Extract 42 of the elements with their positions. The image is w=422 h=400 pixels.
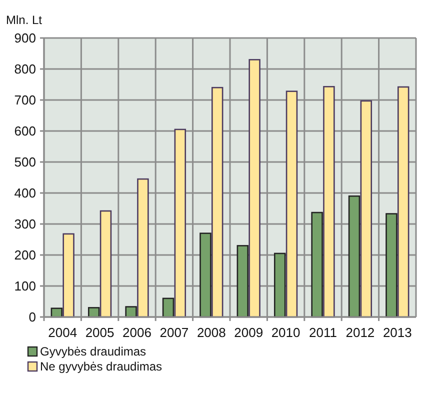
y-axis-title: Mln. Lt xyxy=(6,13,43,27)
bar xyxy=(236,245,249,318)
y-tick-label: 200 xyxy=(14,248,36,263)
y-tick-label: 300 xyxy=(14,216,36,232)
y-tick-label: 900 xyxy=(14,30,36,46)
bar xyxy=(248,59,260,318)
bar xyxy=(100,210,112,318)
x-tick-label: 2010 xyxy=(271,325,300,340)
bar xyxy=(360,100,372,318)
y-tick-label: 500 xyxy=(14,154,36,170)
bar xyxy=(50,308,63,318)
bar xyxy=(311,212,323,318)
bar xyxy=(286,90,298,318)
bar xyxy=(397,86,410,318)
x-tick-label: 2007 xyxy=(160,325,189,340)
x-tick-label: 2012 xyxy=(346,325,375,340)
x-tick-label: 2013 xyxy=(382,325,412,340)
y-tick-label: 0 xyxy=(28,310,36,325)
x-tick-label: 2009 xyxy=(234,325,264,340)
x-tick-label: 2008 xyxy=(196,325,226,340)
bar xyxy=(137,178,149,318)
bar xyxy=(174,128,186,318)
x-tick-label: 2011 xyxy=(309,325,337,340)
y-tick-label: 700 xyxy=(14,92,36,108)
x-tick-label: 2005 xyxy=(85,325,114,340)
legend-label: Ne gyvybės draudimas xyxy=(40,360,162,374)
bar xyxy=(274,252,286,318)
bar xyxy=(200,232,212,318)
y-tick-label: 400 xyxy=(14,186,36,201)
legend-label: Gyvybės draudimas xyxy=(40,344,146,359)
bar xyxy=(348,195,360,318)
bar xyxy=(125,306,137,318)
bar xyxy=(211,86,224,318)
bar xyxy=(386,213,398,318)
y-tick-label: 100 xyxy=(14,278,36,294)
x-tick-label: 2004 xyxy=(48,325,78,340)
y-tick-label: 800 xyxy=(14,62,36,77)
bar xyxy=(162,298,174,318)
y-tick-label: 600 xyxy=(14,124,36,139)
x-tick-label: 2006 xyxy=(122,325,152,340)
bar xyxy=(62,233,74,318)
bar xyxy=(323,86,335,318)
